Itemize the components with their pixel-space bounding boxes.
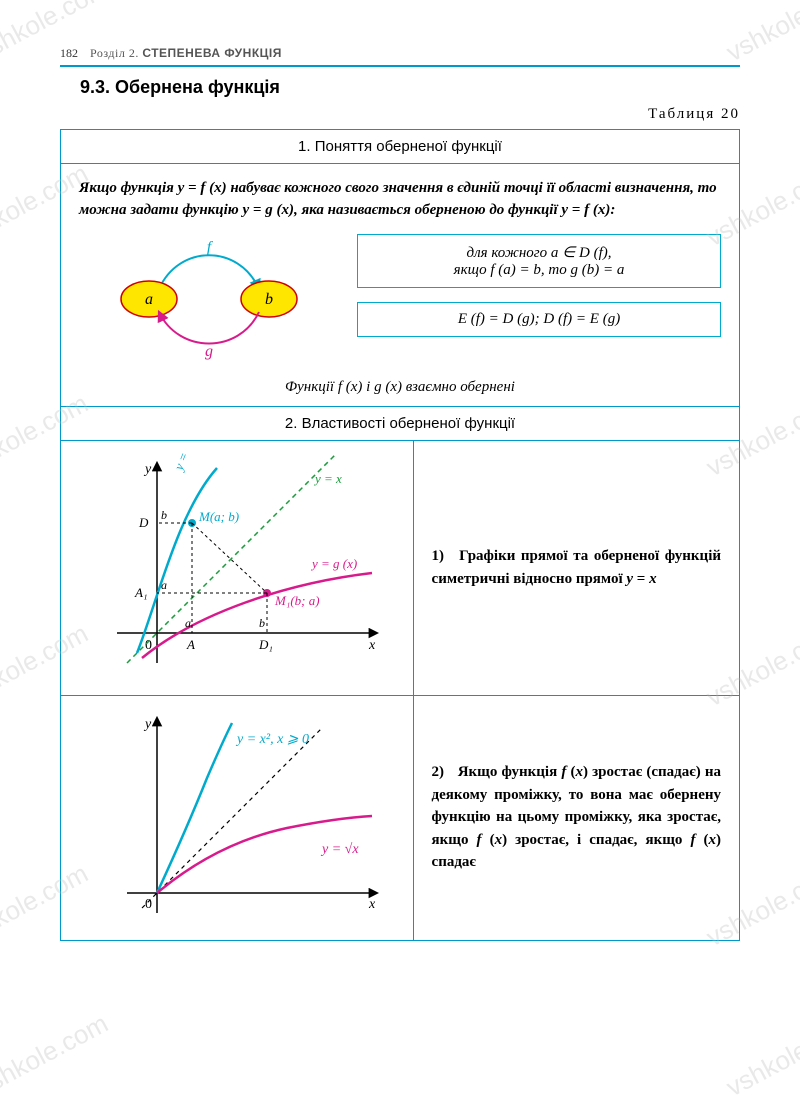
row1-header: 1. Поняття оберненої функції xyxy=(61,130,739,164)
formula-boxes: для кожного a ∈ D (f),якщо f (a) = b, то… xyxy=(357,234,721,337)
svg-text:y = x: y = x xyxy=(313,471,342,486)
svg-text:M₁(b; a): M₁(b; a) xyxy=(274,593,320,608)
prop1-text-cell: 1) Графіки прямої та оберненої функцій с… xyxy=(414,441,739,695)
table-label: Таблиця 20 xyxy=(60,106,740,123)
definition-text: Якщо функція y = f (x) набуває кожного с… xyxy=(79,178,721,222)
node-a: a xyxy=(145,291,153,308)
mutual-caption: Функції f (x) і g (x) взаємно обернені xyxy=(79,379,721,396)
watermark: vshkole.com xyxy=(0,1008,113,1103)
svg-text:b: b xyxy=(259,616,265,630)
row1-body: Якщо функція y = f (x) набуває кожного с… xyxy=(61,164,739,407)
arrow-f-label: f xyxy=(207,239,214,256)
prop2-chart: y x 0 y = x², x ⩾ 0 y = √x xyxy=(87,708,387,928)
page-number: 182 xyxy=(60,46,78,60)
svg-text:A: A xyxy=(186,637,195,652)
box-pointwise: для кожного a ∈ D (f),якщо f (a) = b, то… xyxy=(357,234,721,288)
prop1-chart: y x 0 y = x y = f (x) y = g (x) M(a; b) xyxy=(87,453,387,683)
svg-text:a: a xyxy=(161,578,167,592)
running-header: 182 Розділ 2. СТЕПЕНЕВА ФУНКЦІЯ xyxy=(60,40,740,65)
prop2-chart-cell: y x 0 y = x², x ⩾ 0 y = √x xyxy=(61,696,414,940)
svg-text:A₁: A₁ xyxy=(134,585,147,600)
svg-text:x: x xyxy=(368,638,376,653)
property-1-row: y x 0 y = x y = f (x) y = g (x) M(a; b) xyxy=(61,441,739,696)
svg-text:y = x², x ⩾ 0: y = x², x ⩾ 0 xyxy=(235,732,309,747)
concept-row: f a b g для кожного a ∈ D (f),якщо f (a)… xyxy=(79,234,721,369)
svg-text:D: D xyxy=(138,515,149,530)
section-title: 9.3. Обернена функція xyxy=(80,77,740,98)
prop2-text-cell: 2) Якщо функція f (x) зростає (спадає) н… xyxy=(414,696,739,940)
svg-text:b: b xyxy=(161,508,167,522)
svg-text:D₁: D₁ xyxy=(258,637,273,652)
property-2-row: y x 0 y = x², x ⩾ 0 y = √x 2) Якщо функц… xyxy=(61,696,739,940)
box-domains: E (f) = D (g); D (f) = E (g) xyxy=(357,302,721,337)
arrow-g-label: g xyxy=(205,343,213,360)
svg-text:x: x xyxy=(368,897,376,912)
node-b: b xyxy=(265,291,273,308)
watermark: vshkole.com xyxy=(721,1008,800,1103)
prop1-chart-cell: y x 0 y = x y = f (x) y = g (x) M(a; b) xyxy=(61,441,414,695)
chapter-label: Розділ 2. СТЕПЕНЕВА ФУНКЦІЯ xyxy=(90,46,282,60)
svg-text:y = g (x): y = g (x) xyxy=(310,556,357,571)
svg-text:y = √x: y = √x xyxy=(320,842,359,857)
svg-text:a: a xyxy=(185,616,191,630)
prop2-text: 2) Якщо функція f (x) зростає (спадає) н… xyxy=(432,761,721,874)
header-rule xyxy=(60,65,740,67)
prop1-text: 1) Графіки прямої та оберненої функцій с… xyxy=(432,545,721,590)
mapping-diagram: f a b g xyxy=(79,234,339,369)
main-table: 1. Поняття оберненої функції Якщо функці… xyxy=(60,129,740,941)
mapping-diagram-svg: f a b g xyxy=(89,234,329,364)
svg-text:y = f (x): y = f (x) xyxy=(170,453,201,474)
row2-header: 2. Властивості оберненої функції xyxy=(61,407,739,441)
page: 182 Розділ 2. СТЕПЕНЕВА ФУНКЦІЯ 9.3. Обе… xyxy=(0,0,800,981)
svg-text:y: y xyxy=(143,462,152,477)
svg-text:0: 0 xyxy=(145,897,152,912)
svg-text:y: y xyxy=(143,717,152,732)
svg-text:M(a; b): M(a; b) xyxy=(198,509,239,524)
